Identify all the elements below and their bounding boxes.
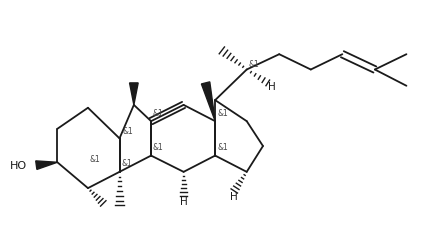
Text: &1: &1 bbox=[121, 158, 132, 168]
Text: &1: &1 bbox=[153, 142, 164, 151]
Text: &1: &1 bbox=[122, 126, 133, 135]
Text: &1: &1 bbox=[217, 109, 228, 118]
Polygon shape bbox=[129, 84, 138, 106]
Text: H: H bbox=[230, 191, 238, 201]
Text: H: H bbox=[268, 82, 275, 92]
Text: H: H bbox=[180, 196, 187, 206]
Polygon shape bbox=[36, 161, 57, 170]
Polygon shape bbox=[201, 82, 215, 122]
Text: HO: HO bbox=[10, 160, 27, 170]
Text: &1: &1 bbox=[153, 109, 164, 118]
Text: &1: &1 bbox=[217, 142, 228, 151]
Text: &1: &1 bbox=[90, 154, 101, 164]
Text: &1: &1 bbox=[249, 59, 260, 68]
